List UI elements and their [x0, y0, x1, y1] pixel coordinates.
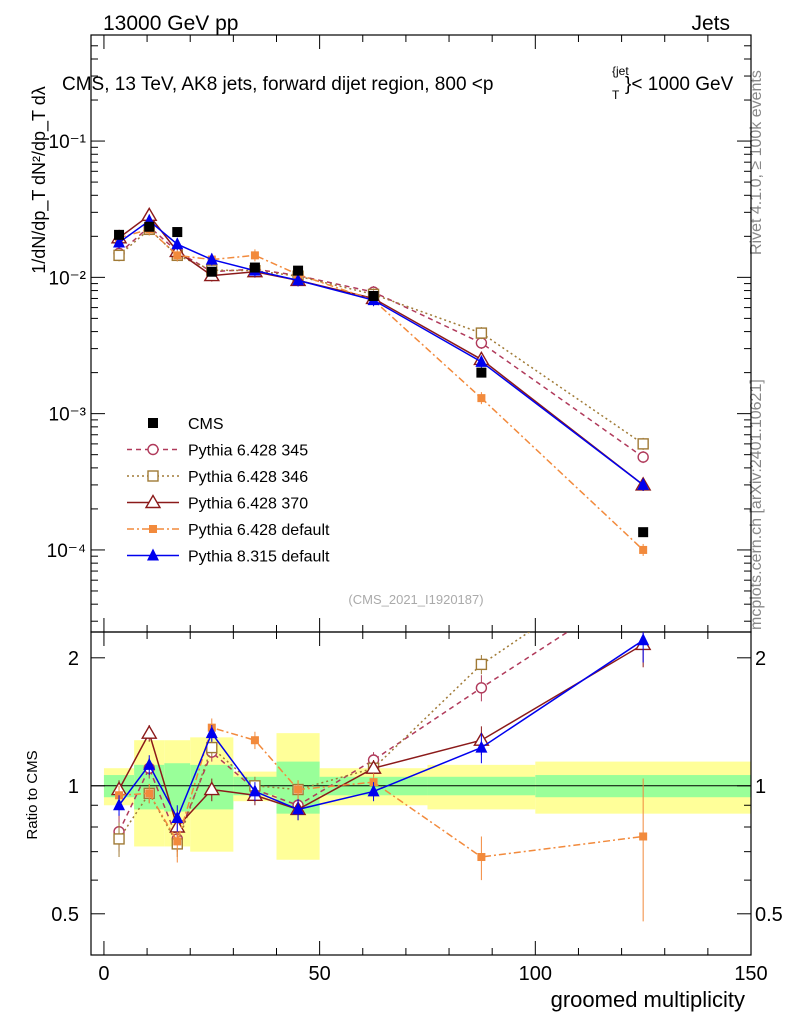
ratio-point-0 [638, 578, 648, 588]
ratio-point-4 [475, 740, 488, 753]
data-point-cms [172, 227, 183, 238]
series-point-3 [250, 251, 259, 260]
ratio-point-2 [203, 781, 221, 796]
main-plot-frame [90, 34, 752, 633]
legend-marker [147, 470, 159, 482]
data-point-cms [368, 290, 379, 301]
data-point-cms [638, 527, 649, 538]
x-tick-label: 50 [309, 963, 331, 985]
ratio-point-3 [145, 789, 154, 798]
y-axis-label-text: 1/dN/dp_T dN²/dp_T dλ [29, 86, 50, 273]
ratio-point-2 [365, 759, 382, 774]
series-line-0 [118, 225, 644, 458]
side-label-mcplots: mcplots.cern.ch [arXiv:2401.10621] [748, 379, 765, 630]
chart-title-text: CMS, 13 TeV, AK8 jets, forward dijet reg… [62, 74, 493, 95]
ratio-point-4 [205, 726, 218, 739]
y-axis-label-main: 1/dN/dp_T dN²/dp_T dλ [29, 86, 50, 273]
data-point-cms [293, 265, 304, 276]
x-tick-label: 100 [519, 963, 552, 985]
chart-title: CMS, 13 TeV, AK8 jets, forward dijet reg… [62, 64, 734, 102]
side-label-rivet: Rivet 4.1.0, ≥ 100k events [748, 70, 765, 255]
ratio-point-3 [294, 785, 303, 794]
series-point-1 [475, 327, 488, 339]
series-point-4 [637, 477, 650, 490]
y-tick-label: 10⁻³ [49, 405, 87, 426]
data-point-cms [206, 266, 217, 277]
series-point-3 [173, 251, 182, 260]
chart-title-sup: {jet [612, 64, 629, 78]
ratio-point-0 [475, 682, 488, 694]
legend: CMS Pythia 6.428 345 Pythia 6.428 346 Pythi… [127, 416, 330, 566]
y-axis-label-ratio: Ratio to CMS [24, 750, 41, 839]
legend-marker [149, 525, 157, 533]
series-point-4 [171, 237, 184, 250]
ratio-point-1 [113, 833, 125, 845]
ratio-y-tick-label: 2 [68, 648, 79, 670]
series-point-0 [637, 451, 649, 463]
legend-marker [147, 548, 159, 561]
ratio-point-4 [292, 802, 305, 815]
legend-marker [148, 418, 158, 428]
analysis-id: (CMS_2021_I1920187) [348, 592, 483, 607]
ratio-y-tick-label: 1 [68, 776, 79, 798]
legend-label: CMS [188, 416, 224, 433]
ratio-series-group [110, 578, 652, 922]
y-tick-label: 10⁻⁴ [47, 541, 86, 562]
x-tick-label: 0 [98, 963, 109, 985]
ratio-point-4 [637, 633, 650, 646]
header-right: Jets [691, 12, 730, 35]
y-tick-label: 10⁻¹ [49, 132, 87, 153]
ratio-point-4 [248, 784, 261, 797]
series-point-4 [292, 273, 305, 286]
ratio-band-green [164, 763, 191, 812]
series-point-1 [113, 249, 125, 262]
ratio-y-tick-label-right: 2 [755, 648, 766, 670]
data-point-cms [114, 229, 125, 240]
ratio-line-0 [118, 632, 569, 841]
ratio-point-4 [113, 798, 126, 811]
ratio-point-4 [367, 784, 380, 797]
series-point-3 [639, 545, 648, 554]
ratio-point-4 [171, 810, 184, 823]
chart-title-tail: }< 1000 GeV [625, 74, 734, 95]
ratio-plot-frame [90, 631, 752, 956]
data-point-cms [476, 367, 487, 378]
data-point-cms [249, 262, 260, 273]
ratio-point-2 [141, 724, 158, 739]
y-tick-label: 10⁻² [49, 268, 87, 289]
series-line-3 [118, 228, 644, 551]
series-point-1 [637, 438, 649, 450]
ratio-point-1 [206, 741, 218, 754]
ratio-point-3 [477, 853, 486, 862]
legend-label: Pythia 6.428 346 [188, 469, 308, 486]
ratio-point-1 [475, 658, 488, 671]
ratio-y-tick-label: 0.5 [51, 904, 79, 926]
legend-label: Pythia 8.315 default [188, 549, 330, 566]
ratio-point-3 [639, 832, 648, 841]
series-point-3 [477, 394, 486, 403]
series-point-4 [475, 354, 488, 367]
ratio-point-4 [143, 757, 156, 770]
ratio-point-3 [173, 837, 182, 846]
series-point-4 [205, 252, 218, 265]
ratio-y-tick-label-right: 0.5 [755, 904, 783, 926]
legend-label: Pythia 6.428 345 [188, 443, 308, 460]
x-tick-label: 150 [734, 963, 767, 985]
ratio-line-3 [118, 726, 644, 858]
series-point-4 [113, 235, 126, 248]
chart-title-sub: T [612, 88, 620, 102]
legend-marker [147, 443, 159, 456]
legend-label: Pythia 6.428 370 [188, 496, 308, 513]
x-axis-label: groomed multiplicity [551, 987, 745, 1012]
ratio-y-tick-label-right: 1 [755, 776, 766, 798]
legend-label: Pythia 6.428 default [188, 522, 330, 539]
legend-marker [144, 494, 162, 509]
ratio-point-3 [250, 736, 259, 745]
header-left: 13000 GeV pp [103, 12, 238, 35]
data-point-cms [144, 221, 155, 232]
series-point-0 [475, 337, 488, 349]
series-line-1 [118, 228, 644, 445]
